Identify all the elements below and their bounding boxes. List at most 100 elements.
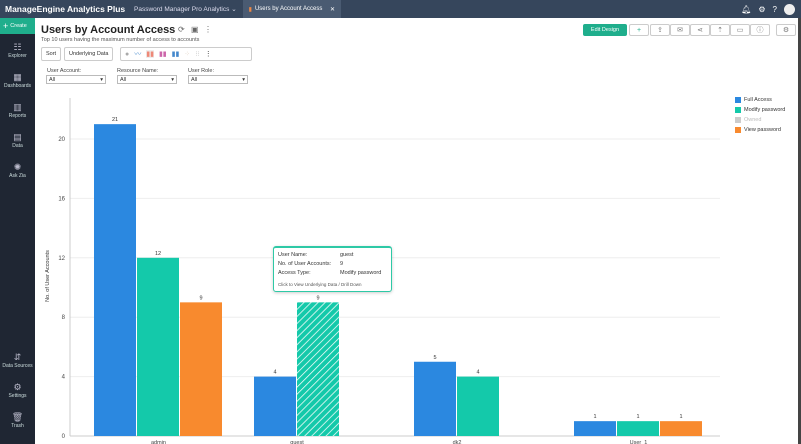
edit-design-button[interactable]: Edit Design — [583, 24, 627, 36]
legend-label: Owned — [744, 117, 762, 123]
more-icon[interactable]: ⋮ — [204, 25, 212, 34]
y-axis-label: No. of User Accounts — [45, 250, 51, 302]
y-tick-label: 20 — [58, 137, 65, 143]
sidebar-item-reports[interactable]: ▥ Reports — [0, 102, 35, 119]
sidebar-label: Trash — [11, 423, 24, 429]
bar — [617, 421, 659, 436]
tooltip-key: No. of User Accounts: — [278, 261, 332, 267]
trash-icon: 🗑︎ — [11, 412, 24, 422]
bar — [457, 376, 499, 436]
brand-logo: ManageEngine Analytics Plus — [5, 4, 126, 14]
bar — [297, 302, 339, 436]
tooltip-key: Access Type: — [278, 270, 311, 276]
dashboard-icon: ▦ — [13, 72, 22, 82]
data-label: 1 — [636, 414, 639, 420]
data-label: 12 — [155, 251, 161, 257]
gear-icon[interactable]: ⚙ — [758, 4, 766, 14]
export-icon[interactable]: ⇪ — [650, 24, 670, 36]
create-button[interactable]: + Create — [0, 18, 35, 34]
combo-chart-icon[interactable]: ▮▮ — [171, 51, 180, 58]
chevron-down-icon: ▾ — [100, 76, 103, 83]
bar — [254, 376, 296, 436]
zia-icon: ✺ — [13, 162, 22, 172]
share-icon[interactable]: ⋖ — [690, 24, 710, 36]
help-icon[interactable]: ? — [772, 4, 777, 14]
page-title: Users by Account Access — [41, 24, 176, 36]
filter-label: Resource Name: — [117, 68, 159, 74]
legend-item[interactable]: Full Access — [735, 95, 785, 105]
chevron-down-icon: ▾ — [171, 76, 174, 83]
sidebar-item-explorer[interactable]: ☷ Explorer — [0, 42, 35, 59]
page-subtitle: Top 10 users having the maximum number o… — [41, 37, 200, 43]
data-label: 9 — [199, 295, 202, 301]
sidebar-item-trash[interactable]: 🗑︎ Trash — [0, 412, 35, 429]
sidebar-label: Dashboards — [4, 83, 31, 89]
bell-icon[interactable]: 🔔︎ — [741, 4, 752, 14]
legend-item[interactable]: View password — [735, 125, 785, 135]
workspace-label: Password Manager Pro Analytics — [134, 5, 230, 13]
sidebar-item-ask-zia[interactable]: ✺ Ask Zia — [0, 162, 35, 179]
settings-icon[interactable]: ⚙ — [776, 24, 796, 36]
tooltip-key: User Name: — [278, 252, 308, 258]
table-icon: ▤ — [13, 132, 22, 142]
data-label: 1 — [593, 414, 596, 420]
table-chart-icon[interactable]: ⁝⁝ — [195, 51, 200, 58]
bar-chart-icon[interactable]: ▮▮ — [146, 50, 154, 58]
select-value: All — [49, 76, 56, 83]
sort-button[interactable]: Sort — [41, 47, 62, 61]
y-tick-label: 8 — [62, 315, 66, 321]
sidebar-item-data[interactable]: ▤ Data — [0, 132, 35, 149]
scrollbar[interactable] — [798, 18, 801, 444]
x-tick-label: User_1 — [630, 440, 648, 444]
legend-label: Full Access — [744, 97, 772, 103]
chart-type-toolbar: ● 〰 ▮▮ ▮▮ ▮▮ ⁘ ⁝⁝ ⋮ — [120, 47, 252, 61]
user-role-select[interactable]: All ▾ — [188, 75, 248, 84]
legend-label: View password — [744, 127, 781, 133]
workspace-tab[interactable]: Password Manager Pro Analytics ⌄ — [128, 0, 243, 18]
tooltip: User Name: guest No. of User Accounts: 9 A… — [273, 246, 392, 292]
publish-icon[interactable]: ⇡ — [710, 24, 730, 36]
bar — [137, 257, 179, 436]
checkbox-icon — [735, 127, 741, 133]
tooltip-value: 9 — [340, 261, 344, 267]
bar-chart: 0 4 8 12 16 20 No. of User Accounts 21 12 9 admin 4… — [45, 98, 720, 444]
tooltip-value: guest — [340, 252, 354, 258]
comment-icon[interactable]: ▭ — [730, 24, 750, 36]
save-icon[interactable]: ▣ — [191, 25, 199, 34]
data-sources-icon: ⇵ — [13, 352, 22, 362]
legend-item[interactable]: Modify password — [735, 105, 785, 115]
scatter-icon[interactable]: ⁘ — [184, 51, 191, 58]
sidebar-label: Reports — [8, 113, 27, 119]
legend: Full Access Modify password Owned View p… — [735, 95, 785, 135]
legend-item[interactable]: Owned — [735, 115, 785, 125]
line-chart-icon[interactable]: 〰 — [134, 51, 142, 58]
report-tab[interactable]: ▮ Users by Account Access ✕ — [242, 0, 342, 18]
user-account-select[interactable]: All ▾ — [46, 75, 106, 84]
bar — [574, 421, 616, 436]
more-icon[interactable]: ⋮ — [204, 51, 212, 58]
bar — [94, 124, 136, 437]
info-icon[interactable]: ⓘ — [750, 24, 770, 36]
email-icon[interactable]: ✉ — [670, 24, 690, 36]
avatar[interactable] — [784, 3, 795, 15]
bar — [660, 421, 702, 436]
close-icon[interactable]: ✕ — [330, 6, 336, 13]
refresh-icon[interactable]: ⟳ — [178, 25, 185, 34]
add-button[interactable]: + — [629, 24, 649, 36]
sidebar-item-settings[interactable]: ⚙ Settings — [0, 382, 35, 399]
y-tick-label: 4 — [62, 375, 66, 381]
pie-chart-icon[interactable]: ● — [125, 50, 130, 58]
underlying-data-button[interactable]: Underlying Data — [64, 47, 114, 61]
stacked-bar-icon[interactable]: ▮▮ — [158, 51, 167, 58]
resource-name-select[interactable]: All ▾ — [117, 75, 177, 84]
filter-label: User Account: — [47, 68, 82, 74]
sidebar-item-dashboards[interactable]: ▦ Dashboards — [0, 72, 35, 89]
y-tick-label: 12 — [58, 256, 65, 262]
sidebar-label: Ask Zia — [9, 173, 26, 179]
explorer-icon: ☷ — [13, 42, 22, 52]
checkbox-icon — [735, 97, 741, 103]
data-label: 1 — [679, 414, 682, 420]
sidebar-item-data-sources[interactable]: ⇵ Data Sources — [0, 352, 35, 369]
legend-label: Modify password — [744, 107, 786, 113]
chevron-down-icon: ⌄ — [231, 6, 237, 13]
